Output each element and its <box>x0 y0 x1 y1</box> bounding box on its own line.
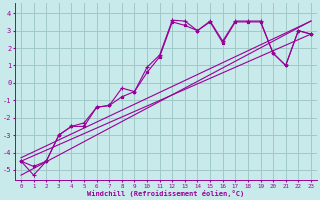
X-axis label: Windchill (Refroidissement éolien,°C): Windchill (Refroidissement éolien,°C) <box>87 190 244 197</box>
